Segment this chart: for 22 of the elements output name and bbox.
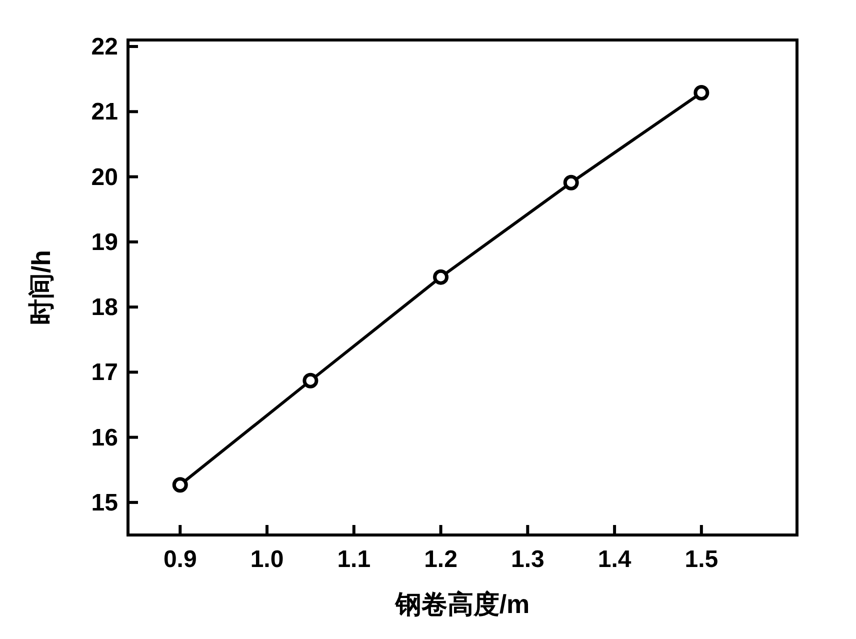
x-tick-label: 1.2 [424, 546, 458, 573]
y-tick-label: 20 [91, 164, 118, 191]
y-tick-label: 15 [91, 489, 118, 516]
x-tick-label: 1.1 [337, 546, 371, 573]
x-tick-label: 1.5 [684, 546, 718, 573]
y-axis-title: 时间/h [26, 250, 56, 326]
point [302, 372, 318, 388]
x-axis-title: 钢卷高度/m [394, 589, 530, 619]
point [172, 477, 188, 493]
x-tick-label: 1.0 [250, 546, 284, 573]
point [563, 174, 579, 190]
y-tick-label: 21 [91, 98, 118, 126]
point [694, 85, 710, 101]
y-tick-label: 22 [91, 34, 118, 61]
x-tick-label: 1.3 [510, 546, 544, 573]
y-tick-label: 16 [91, 424, 118, 452]
y-tick-label: 18 [91, 294, 118, 322]
x-tick-label: 1.4 [598, 546, 632, 573]
x-tick-label: 0.9 [163, 546, 197, 573]
y-tick-label: 17 [91, 359, 118, 386]
y-tick-label: 19 [91, 228, 118, 256]
point [433, 269, 449, 285]
